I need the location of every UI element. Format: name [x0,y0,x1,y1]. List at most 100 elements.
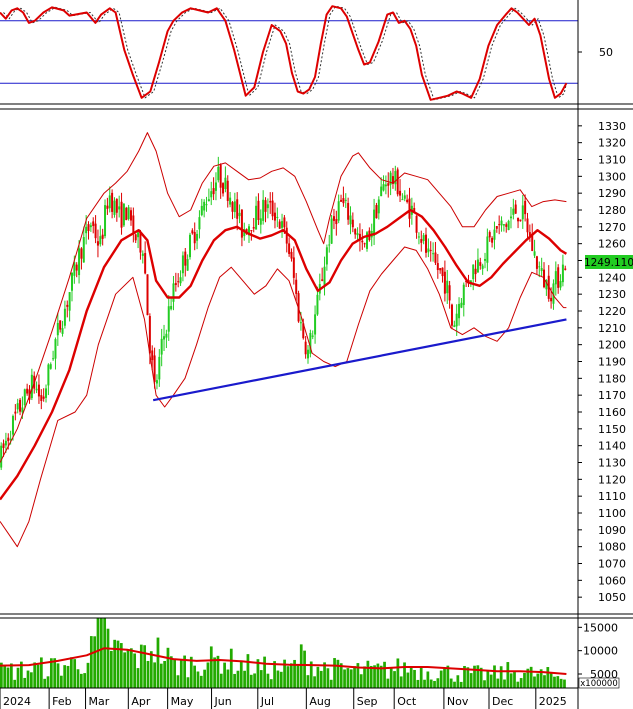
candle-body [132,215,135,234]
price-tick-label: 1170 [598,389,626,402]
candle-body [153,355,156,382]
candle-body [141,253,144,256]
candle-body [521,205,524,220]
candle-body [120,201,123,228]
candle-body [347,202,350,220]
candle-body [533,251,536,256]
month-label: 2024 [3,695,31,708]
volume-bar [266,673,270,688]
candle-body [375,205,378,219]
candle-body [307,349,310,359]
candle-body [344,199,347,201]
volume-bar [339,663,343,688]
candle-body [193,232,196,244]
volume-bar [299,644,303,688]
volume-bar [373,665,376,688]
month-label: Nov [447,695,469,708]
candle-body [151,350,154,361]
candle-body [160,338,163,355]
volume-bar [249,674,253,688]
volume-bar [139,644,143,688]
candle-body [219,164,222,188]
candle-body [524,200,527,215]
candle-body [373,209,376,236]
volume-bar [196,671,200,688]
candle-body [89,225,92,228]
volume-bar [53,658,57,688]
candle-body [366,232,369,249]
price-tick-label: 1200 [598,339,626,352]
volume-bar [29,672,33,688]
candle-body [514,204,517,214]
month-label: Jun [214,695,232,708]
candle-body [323,266,326,285]
candle-body [285,227,288,244]
volume-bar [229,648,233,688]
volume-bar [199,675,203,688]
candle-body [92,221,95,227]
candle-body [276,216,279,218]
candle-body [37,384,40,397]
candle-body [509,216,512,219]
candle-body [188,234,191,258]
candle-body [236,199,239,219]
candle-body [137,232,140,238]
volume-bar [246,654,250,688]
candle-body [415,215,418,233]
candle-body [158,356,161,380]
volume-bar [149,651,153,688]
candle-body [186,259,189,271]
candle-body [255,205,258,230]
volume-bar [186,677,190,688]
volume-bar [189,656,193,688]
price-tick-label: 1070 [598,558,626,571]
candle-body [434,252,437,263]
volume-bar [93,636,97,688]
volume-bar [426,671,430,688]
candle-body [113,200,116,215]
candle-body [210,191,213,198]
candle-body [200,205,203,216]
volume-bar [556,676,560,688]
price-tick-label: 1080 [598,541,626,554]
candle-body [288,243,291,254]
volume-bar [323,662,326,688]
candle-body [488,232,491,238]
candle-body [262,199,265,221]
candle-body [35,388,38,391]
candle-body [172,283,175,302]
price-tick-label: 1270 [598,221,626,234]
volume-bar [253,673,256,688]
volume-bar [463,665,466,688]
candle-body [16,403,19,410]
candle-body [337,201,340,221]
volume-bar [136,668,140,688]
candle-body [87,224,90,232]
volume-bar [393,671,396,688]
candle-body [330,218,333,244]
volume-bar [76,669,80,688]
volume-bar [39,657,43,688]
volume-bar [453,681,456,688]
candle-body [361,240,364,243]
volume-bar [303,650,306,688]
osc-main-line [0,5,568,101]
volume-bar [159,663,163,688]
price-tick-label: 1190 [598,356,626,369]
volume-bar [476,665,480,688]
candle-body [56,323,59,336]
candle-body [240,209,243,238]
candle-body [446,280,449,294]
osc-signal-line [3,5,567,101]
volume-bar [309,661,313,688]
volume-bar [116,640,120,688]
candle-body [196,233,199,241]
price-tick-label: 1140 [598,440,626,453]
volume-multiplier-box [578,677,620,689]
candle-body [550,297,553,302]
candle-body [528,232,531,236]
candle-body [238,212,241,217]
volume-bar [26,670,30,688]
